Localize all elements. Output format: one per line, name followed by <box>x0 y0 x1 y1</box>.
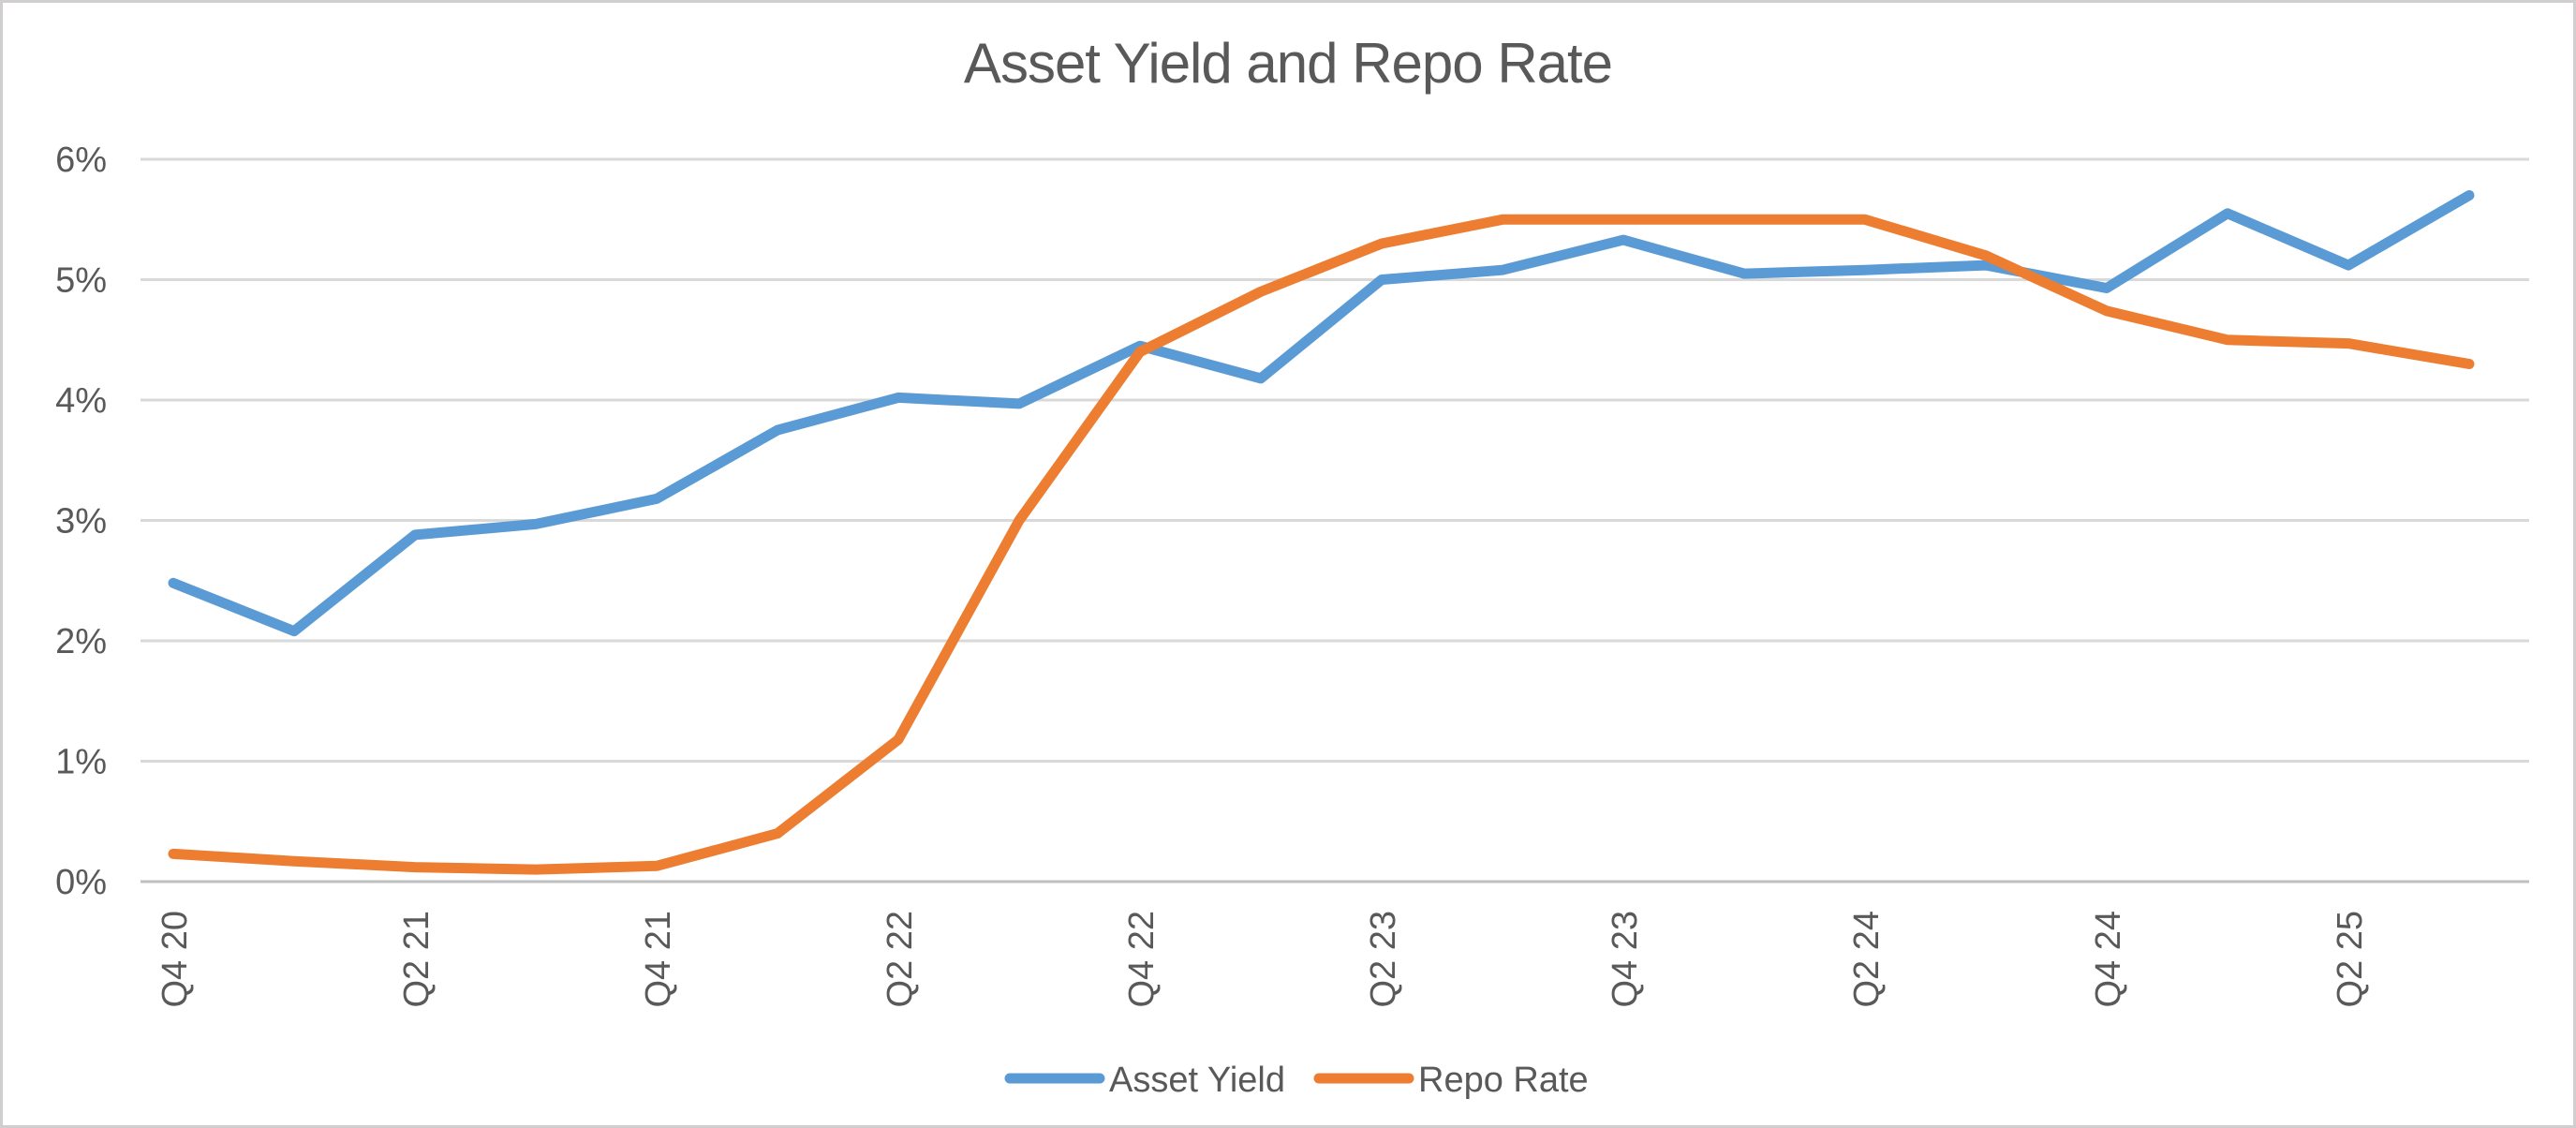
y-axis-tick-label: 1% <box>55 743 107 782</box>
x-axis-tick-label: Q4 24 <box>2089 911 2128 1008</box>
y-axis-tick-label: 0% <box>55 863 107 902</box>
x-axis-tick-label: Q2 25 <box>2331 911 2370 1008</box>
x-axis-tick-label: Q4 22 <box>1122 911 1162 1008</box>
x-axis-tick-label: Q4 21 <box>639 911 678 1008</box>
x-axis-labels: Q4 20 Q2 21 Q4 21 Q2 22 Q4 22 Q2 23 Q4 23 Q2 24… <box>155 911 2370 1008</box>
legend-label-asset-yield: Asset Yield <box>1109 1061 1285 1100</box>
y-axis-tick-label: 4% <box>55 381 107 421</box>
legend: Asset Yield Repo Rate <box>1004 1061 1589 1100</box>
legend-label-repo-rate: Repo Rate <box>1418 1061 1589 1100</box>
chart-title: Asset Yield and Repo Rate <box>964 32 1612 95</box>
series-line-repo-rate <box>168 214 2475 875</box>
series-lines <box>168 190 2475 875</box>
x-axis-tick-label: Q2 22 <box>881 911 920 1008</box>
gridlines <box>141 157 2529 883</box>
x-axis-tick-label: Q2 24 <box>1847 911 1887 1008</box>
x-axis-tick-label: Q4 23 <box>1606 911 1645 1008</box>
y-axis-tick-label: 3% <box>55 502 107 542</box>
y-axis-tick-label: 6% <box>55 141 107 180</box>
y-axis-tick-label: 5% <box>55 261 107 301</box>
x-axis-tick-label: Q2 21 <box>397 911 437 1008</box>
series-line-asset-yield <box>168 190 2475 637</box>
x-axis-tick-label: Q2 23 <box>1364 911 1403 1008</box>
y-axis-labels: 0% 1% 2% 3% 4% 5% 6% <box>55 141 107 902</box>
y-axis-tick-label: 2% <box>55 622 107 661</box>
x-axis-tick-label: Q4 20 <box>155 911 195 1008</box>
